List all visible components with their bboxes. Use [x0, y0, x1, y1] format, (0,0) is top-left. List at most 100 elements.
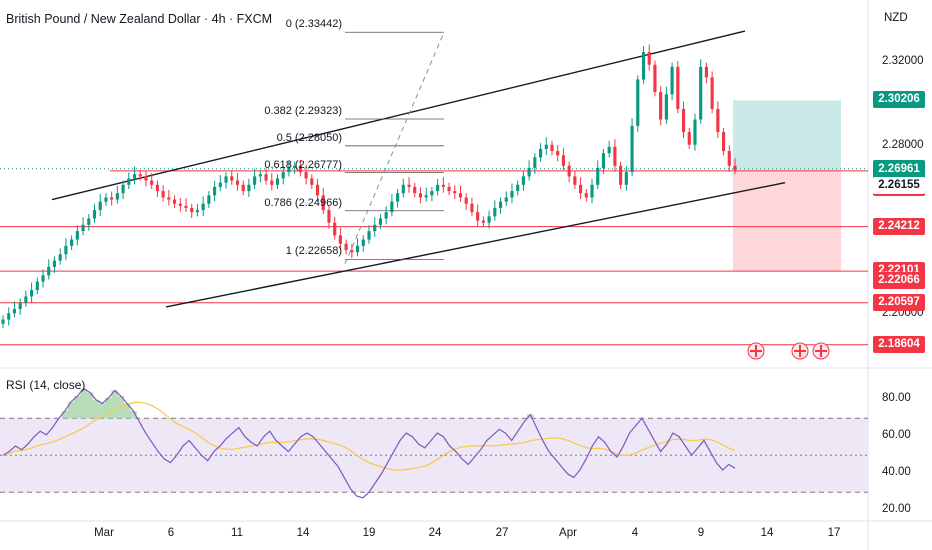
candle-body — [390, 201, 394, 213]
time-axis-tick: 19 — [362, 527, 376, 539]
candle-body — [161, 191, 165, 198]
candle-body — [110, 197, 114, 200]
candle-body — [641, 52, 646, 80]
fib-level-label: 0.786 (2.24966) — [264, 196, 342, 209]
time-axis-tick: 14 — [296, 527, 310, 539]
candle-body — [733, 165, 737, 171]
time-axis-tick: 11 — [231, 527, 243, 539]
candle-body — [590, 184, 594, 198]
candle-body — [315, 184, 320, 196]
price-tag-level: 2.22066 — [873, 271, 925, 289]
candle-body — [430, 191, 434, 196]
candle-body — [12, 309, 17, 314]
candle-body — [138, 174, 142, 177]
candle-body — [681, 108, 686, 133]
candle-body — [70, 239, 74, 246]
candle-body — [190, 207, 194, 213]
price-tag-target: 2.30206 — [873, 91, 925, 109]
time-axis-tick: Apr — [559, 527, 577, 539]
candle-body — [464, 197, 468, 204]
candle-body — [373, 224, 377, 232]
rsi-line — [2, 387, 736, 499]
candle-body — [1, 319, 5, 324]
candle-body — [298, 165, 302, 173]
price-tag-value: 2.20597 — [878, 295, 920, 308]
candle-body — [436, 184, 440, 192]
candle-body — [493, 207, 497, 217]
candle-body — [235, 180, 240, 185]
candle-body — [104, 197, 108, 202]
price-axis-tick: 2.28000 — [882, 138, 924, 151]
candle-body — [727, 151, 731, 166]
price-tag-value: 2.22066 — [878, 273, 920, 286]
candle-body — [81, 224, 85, 232]
candle-body — [355, 245, 360, 253]
candle-body — [310, 178, 314, 185]
candle-body — [224, 176, 228, 183]
candle-body — [670, 66, 674, 95]
price-tag-value: 2.30206 — [878, 93, 920, 106]
currency-label[interactable]: NZD — [884, 12, 908, 24]
candle-body — [601, 153, 606, 168]
candle-body — [98, 201, 102, 211]
chart-title: British Pound / New Zealand Dollar · 4h … — [6, 12, 273, 26]
candle-body — [350, 250, 354, 253]
candle-body — [172, 199, 177, 204]
candle-body — [516, 184, 520, 192]
candle-body — [510, 191, 514, 198]
price-axis-tick: 2.32000 — [882, 54, 924, 67]
fib-level-label: 0 (2.33442) — [285, 18, 342, 31]
candle-body — [413, 186, 417, 194]
candle-body — [504, 197, 508, 202]
candle-body — [664, 94, 668, 120]
candle-body — [487, 216, 491, 223]
candle-body — [544, 144, 548, 149]
candle-body — [195, 210, 200, 213]
candle-body — [624, 172, 628, 185]
rsi-indicator-title[interactable]: RSI (14, close) — [6, 378, 86, 392]
fib-level-label: 0.618 (2.26777) — [264, 158, 342, 171]
take-profit-zone — [733, 100, 841, 169]
candle-body — [41, 275, 45, 282]
price-tag-value: 2.26961 — [878, 162, 920, 175]
candle-body — [58, 254, 62, 261]
candle-body — [573, 176, 577, 185]
candle-body — [441, 184, 445, 187]
price-tag-level: 2.20597 — [873, 293, 925, 311]
time-axis-tick: 17 — [827, 527, 841, 539]
time-axis-tick: 14 — [760, 527, 774, 539]
candle-body — [579, 184, 583, 194]
candle-body — [384, 212, 388, 219]
candle-body — [470, 203, 474, 213]
candle-body — [92, 210, 97, 219]
candle-body — [207, 195, 211, 204]
candle-body — [716, 108, 720, 133]
candle-body — [213, 186, 217, 196]
candle-body — [453, 191, 457, 194]
candle-body — [264, 174, 268, 181]
candle-body — [178, 203, 182, 206]
candle-body — [361, 239, 365, 246]
time-axis-tick: 9 — [697, 527, 705, 539]
candle-body — [367, 231, 371, 240]
candle-body — [155, 184, 159, 192]
rsi-axis-tick: 40.00 — [882, 465, 911, 478]
candle-body — [619, 165, 623, 185]
candle-body — [270, 180, 274, 185]
candle-body — [396, 193, 400, 202]
candle-body — [647, 52, 651, 65]
candle-body — [218, 182, 222, 187]
rsi-overbought-fill — [61, 388, 534, 419]
candle-body — [607, 146, 611, 154]
candle-body — [653, 64, 657, 93]
candle-body — [275, 178, 280, 185]
time-axis-tick: 6 — [167, 527, 175, 539]
candle-body — [35, 281, 39, 291]
candle-body — [115, 193, 119, 200]
time-axis-tick: Mar — [94, 527, 114, 539]
candle-body — [687, 132, 691, 145]
candle-body — [281, 172, 285, 179]
candle-body — [521, 176, 525, 185]
candle-body — [704, 66, 708, 78]
